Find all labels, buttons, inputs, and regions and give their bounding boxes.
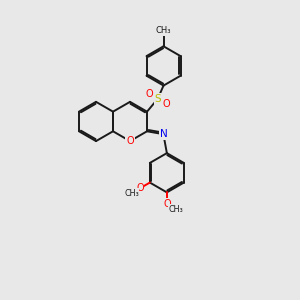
Text: O: O: [126, 136, 134, 146]
Text: CH₃: CH₃: [156, 26, 171, 35]
Text: O: O: [146, 89, 153, 99]
Text: O: O: [163, 199, 171, 209]
Text: CH₃: CH₃: [124, 189, 139, 198]
Text: O: O: [162, 99, 170, 109]
Text: S: S: [154, 94, 161, 104]
Text: CH₃: CH₃: [169, 205, 183, 214]
Text: O: O: [136, 183, 144, 193]
Text: N: N: [160, 129, 167, 139]
